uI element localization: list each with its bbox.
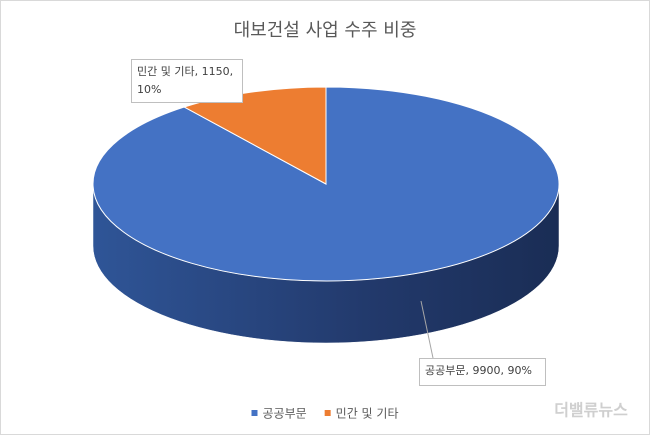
data-label: 공공부문, 9900, 90%: [419, 358, 546, 386]
data-label: 민간 및 기타, 1150, 10%: [131, 59, 243, 103]
legend-swatch: [251, 410, 258, 416]
pie-slice: [182, 86, 327, 185]
legend-label: 공공부문: [262, 407, 306, 421]
leader-line: [420, 300, 434, 359]
watermark: 더밸류뉴스: [554, 401, 628, 420]
chart-title: 대보건설 사업 수주 비중: [234, 20, 417, 41]
legend: 공공부문 민간 및 기타: [251, 407, 399, 421]
legend-label: 민간 및 기타: [336, 407, 399, 421]
legend-swatch: [324, 410, 331, 416]
